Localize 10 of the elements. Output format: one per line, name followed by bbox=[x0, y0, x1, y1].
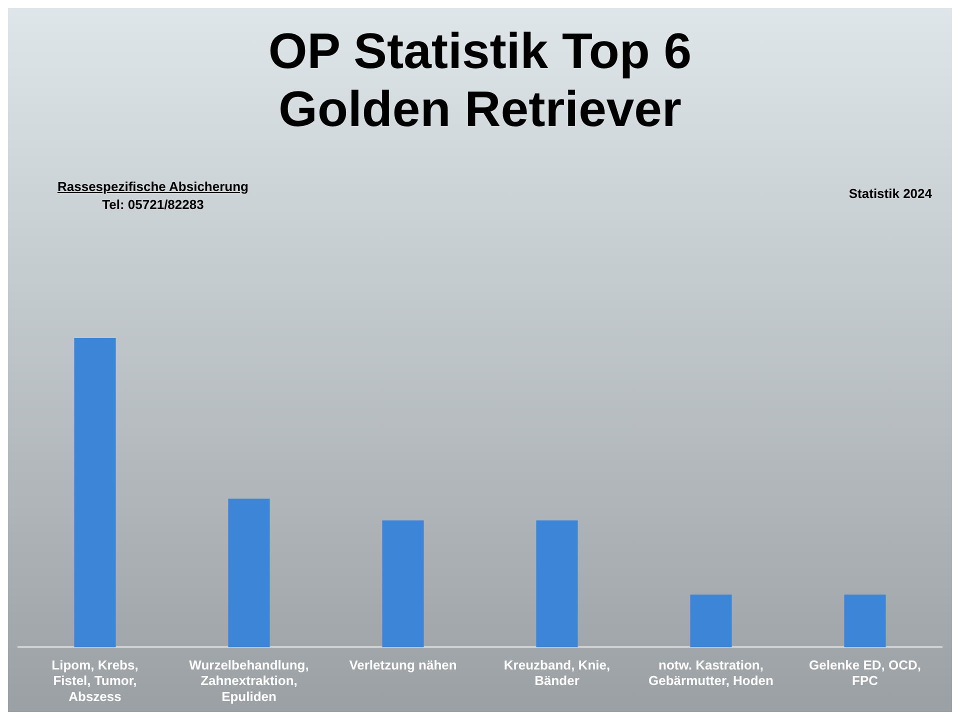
x-tick-label: notw. Kastration, Gebärmutter, Hoden bbox=[648, 658, 774, 688]
x-tick-label: Verletzung nähen bbox=[349, 658, 457, 673]
x-tick-label: Gelenke ED, OCD, FPC bbox=[809, 658, 921, 688]
text: Statistik 2024 bbox=[848, 186, 932, 201]
x-tick-label: Lipom, Krebs, Fistel, Tumor, Abszess bbox=[52, 658, 138, 704]
chart-title: OP Statistik Top 6 Golden Retriever bbox=[267, 22, 693, 138]
x-tick-label: Wurzelbehandlung, Zahnextraktion, Epuliden bbox=[189, 658, 309, 704]
text: Rassespezifische Absicherung bbox=[56, 178, 250, 196]
text: Tel: 05721/82283 bbox=[101, 196, 205, 214]
x-tick-label: Kreuzband, Knie, Bänder bbox=[504, 658, 610, 688]
